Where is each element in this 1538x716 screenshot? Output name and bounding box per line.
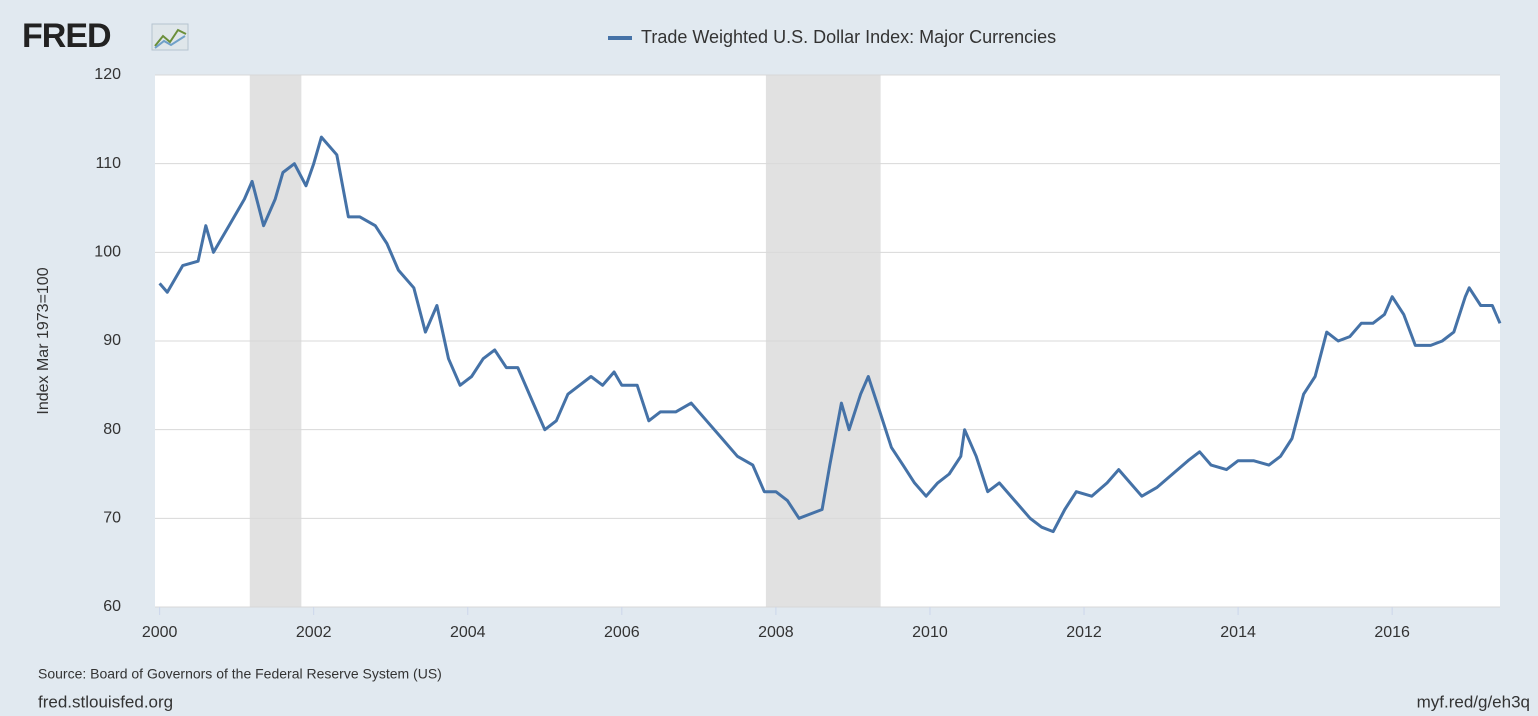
data-line [158,135,1502,534]
y-axis-label: Index Mar 1973=100 [35,267,52,414]
x-tick-label: 2004 [450,624,486,641]
y-tick-label: 90 [103,332,121,349]
logo-icon [151,23,189,51]
logo: FRED [22,17,111,55]
y-tick-label: 80 [103,421,121,438]
site: fred.stlouisfed.org [38,692,173,711]
x-tick-label: 2010 [912,624,948,641]
source: Source: Board of Governors of the Federa… [38,666,442,682]
y-tick-label: 70 [103,510,121,527]
short-link: myf.red/g/eh3q [1417,692,1530,711]
x-tick-label: 2008 [758,624,794,641]
x-tick-label: 2014 [1220,624,1256,641]
x-tick-label: 2002 [296,624,332,641]
y-tick-label: 110 [95,155,121,172]
x-tick-label: 2000 [142,624,178,641]
y-tick-label: 100 [94,244,121,261]
x-tick-label: 2016 [1374,624,1410,641]
x-tick-label: 2012 [1066,624,1102,641]
x-tick-label: 2006 [604,624,640,641]
legend-label: Trade Weighted U.S. Dollar Index: Major … [641,27,1056,47]
y-tick-label: 60 [103,598,121,615]
y-tick-label: 120 [94,66,121,83]
